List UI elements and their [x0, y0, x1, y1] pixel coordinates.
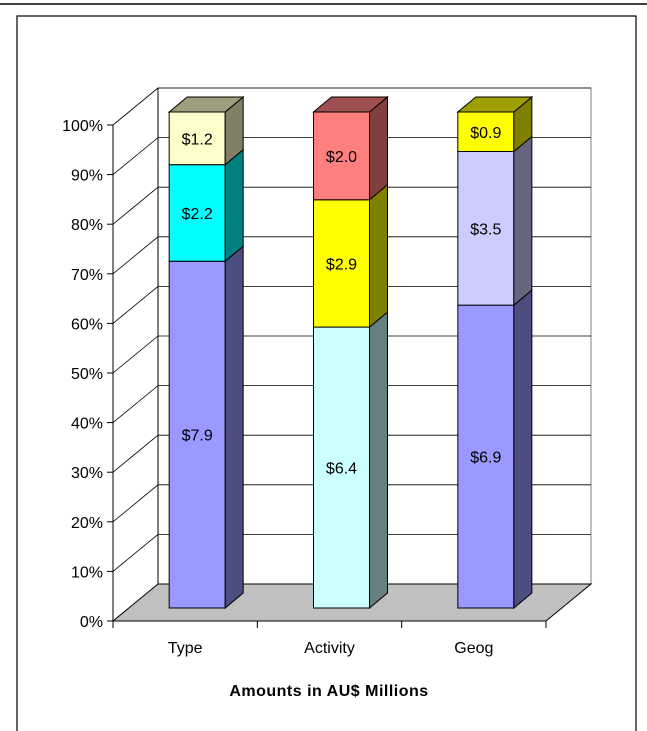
x-axis-title: Amounts in AU$ Millions — [229, 683, 428, 700]
y-tick-label: 40% — [71, 416, 103, 433]
y-tick-label: 0% — [80, 614, 103, 631]
bar-segment-activity-2 — [313, 183, 388, 329]
y-tick-label: 80% — [71, 217, 103, 234]
bar-segment-type-2 — [168, 148, 244, 263]
category-label-activity: Activity — [304, 640, 355, 657]
y-tick-label: 50% — [71, 366, 103, 383]
bar-segment-activity-1 — [313, 311, 388, 610]
gridline — [112, 186, 591, 225]
gridline — [112, 137, 591, 175]
gridline — [112, 236, 591, 275]
data-label-geog-2: $3.5 — [470, 221, 501, 238]
data-label-activity-3: $2.0 — [326, 149, 357, 166]
gridline — [112, 434, 591, 473]
y-tick-label: 90% — [71, 168, 103, 185]
bar-segment-type-3 — [167, 95, 245, 166]
gridline — [112, 534, 591, 572]
y-tick-label: 20% — [71, 515, 103, 532]
chart-border — [16, 15, 637, 731]
bar-segment-geog-2 — [457, 135, 533, 307]
data-label-geog-1: $6.9 — [470, 450, 501, 467]
gridline — [112, 87, 591, 126]
data-label-activity-2: $2.9 — [326, 256, 357, 273]
gridline — [112, 285, 591, 324]
y-tick-label: 10% — [71, 564, 103, 581]
y-tick-label: 70% — [71, 267, 103, 284]
gridline — [112, 385, 591, 423]
data-label-type-3: $1.2 — [182, 131, 213, 148]
y-tick-label: 100% — [62, 118, 103, 135]
data-label-geog-3: $0.9 — [470, 125, 501, 142]
category-label-type: Type — [168, 640, 203, 657]
y-tick-label: 30% — [71, 465, 103, 482]
gridline — [112, 484, 591, 523]
gridline — [112, 335, 591, 374]
bar-segment-activity-3 — [312, 95, 389, 201]
y-tick-label: 60% — [71, 316, 103, 333]
category-label-geog: Geog — [454, 640, 493, 657]
data-label-type-1: $7.9 — [182, 428, 213, 445]
data-label-type-2: $2.2 — [182, 206, 213, 223]
bar-segment-geog-3 — [456, 95, 534, 153]
data-label-activity-1: $6.4 — [326, 461, 357, 478]
